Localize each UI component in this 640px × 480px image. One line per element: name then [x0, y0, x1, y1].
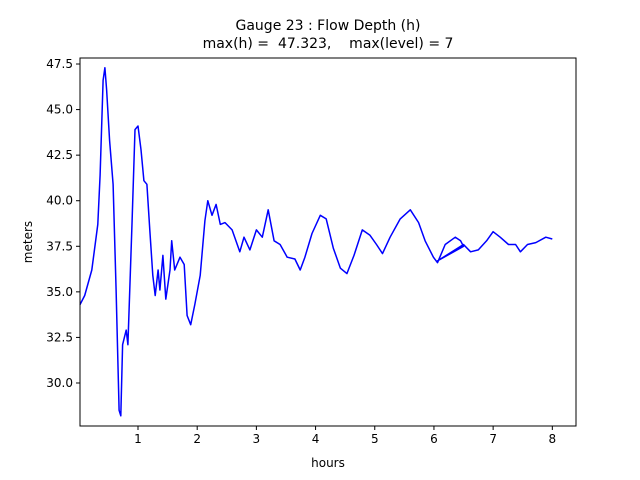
y-axis-label: meters	[21, 221, 35, 263]
y-tick-label: 47.5	[46, 57, 73, 71]
y-tick-label: 32.5	[46, 330, 73, 344]
y-tick-label: 40.0	[46, 194, 73, 208]
y-tick-label: 30.0	[46, 376, 73, 390]
plot-frame	[79, 57, 577, 427]
x-tick-label: 8	[549, 432, 557, 446]
y-tick-label: 37.5	[46, 239, 73, 253]
x-axis-label: hours	[311, 456, 345, 470]
x-tick-label: 2	[193, 432, 201, 446]
x-tick-label: 4	[312, 432, 320, 446]
y-tick-label: 35.0	[46, 285, 73, 299]
y-tick-label: 45.0	[46, 103, 73, 117]
data-line	[79, 66, 553, 417]
chart-title: Gauge 23 : Flow Depth (h)	[236, 18, 421, 34]
x-tick-label: 5	[371, 432, 379, 446]
y-tick-label: 42.5	[46, 148, 73, 162]
x-tick-label: 3	[253, 432, 261, 446]
x-tick-label: 1	[134, 432, 142, 446]
x-tick-label: 6	[430, 432, 438, 446]
chart-subtitle: max(h) = 47.323, max(level) = 7	[203, 36, 454, 52]
x-tick-label: 7	[489, 432, 497, 446]
